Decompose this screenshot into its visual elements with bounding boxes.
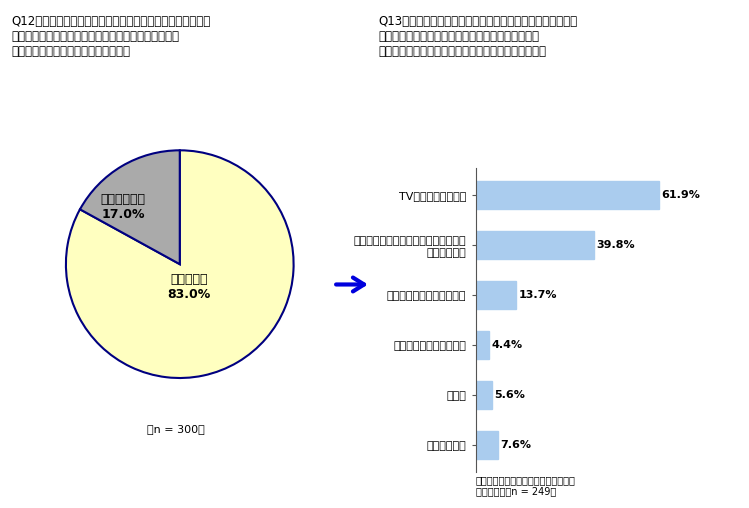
Wedge shape bbox=[66, 150, 294, 378]
Text: 13.7%: 13.7% bbox=[518, 290, 557, 300]
Text: （眼障害になるケースもあることを知
っていた人　n = 249）: （眼障害になるケースもあることを知 っていた人 n = 249） bbox=[476, 475, 575, 497]
Text: 4.4%: 4.4% bbox=[491, 340, 522, 350]
Text: 〈n = 300〉: 〈n = 300〉 bbox=[147, 424, 205, 434]
Bar bbox=[476, 431, 498, 459]
Text: 39.8%: 39.8% bbox=[596, 240, 634, 250]
Bar bbox=[476, 281, 516, 309]
Text: Q13．『現在使用しているソフトコンタクトレンズのケアを
怠ると細菌が繁殖し、最悪の場合眼障害になるケー
スもあること』をどこで知りましたか？【複数回答】: Q13．『現在使用しているソフトコンタクトレンズのケアを 怠ると細菌が繁殖し、最… bbox=[378, 15, 577, 58]
Bar bbox=[476, 381, 492, 408]
Text: 5.6%: 5.6% bbox=[494, 390, 526, 400]
Wedge shape bbox=[80, 150, 180, 264]
Text: 7.6%: 7.6% bbox=[500, 440, 532, 450]
Bar bbox=[476, 331, 488, 359]
Text: Q12．あなたは現在使用しているソフトコンタクトレンズの
ケアを怠ると細菌が繁殖し、最悪の場合眼障害になる
ケースもあることをご存知でしたか？: Q12．あなたは現在使用しているソフトコンタクトレンズの ケアを怠ると細菌が繁殖… bbox=[11, 15, 210, 58]
Bar bbox=[476, 181, 659, 209]
Text: 61.9%: 61.9% bbox=[662, 190, 700, 200]
Bar bbox=[476, 232, 594, 259]
Text: 知っていた
83.0%: 知っていた 83.0% bbox=[167, 273, 210, 301]
Text: 知らなかった
17.0%: 知らなかった 17.0% bbox=[100, 193, 145, 221]
